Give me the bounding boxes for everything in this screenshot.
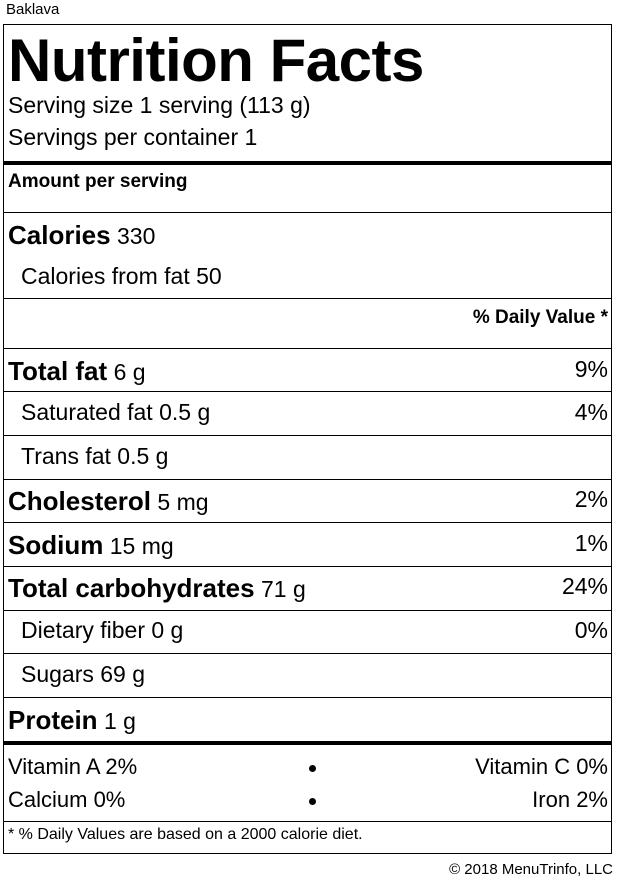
nutrient-dv: 2% xyxy=(574,486,608,512)
calories-value: 330 xyxy=(117,223,156,249)
divider xyxy=(4,298,611,299)
nutrient-amount: 0.5 g xyxy=(117,443,169,469)
nutrient-amount: 1 g xyxy=(103,708,136,734)
serving-size: Serving size 1 serving (113 g) xyxy=(8,92,311,118)
divider xyxy=(4,435,611,436)
nutrient-label: Dietary fiber xyxy=(21,617,145,643)
divider xyxy=(4,821,611,822)
calories-from-fat: Calories from fat 50 xyxy=(21,263,222,289)
nutrient-label: Total carbohydrates xyxy=(8,573,255,603)
nutrient-amount: 71 g xyxy=(260,576,306,602)
amount-per-serving: Amount per serving xyxy=(8,171,188,192)
nutrient-label: Saturated fat xyxy=(21,399,153,425)
bullet-icon xyxy=(309,765,316,772)
vitamin-left: Vitamin A 2% xyxy=(8,754,138,779)
nutrition-label: Nutrition Facts Serving size 1 serving (… xyxy=(3,24,612,854)
nutrient-label: Cholesterol xyxy=(8,486,152,516)
divider xyxy=(4,610,611,611)
nutrient-label: Sugars xyxy=(21,661,94,687)
nutrient-amount: 0.5 g xyxy=(159,399,211,425)
divider xyxy=(4,479,611,480)
copyright: © 2018 MenuTrinfo, LLC xyxy=(449,861,613,878)
nutrient-amount: 6 g xyxy=(113,359,146,385)
label-title: Nutrition Facts xyxy=(8,27,424,94)
nutrient-label: Total fat xyxy=(8,356,108,386)
divider xyxy=(4,697,611,698)
vitamin-right: Vitamin C 0% xyxy=(475,754,608,779)
nutrient-label: Sodium xyxy=(8,530,104,560)
nutrient-amount: 15 mg xyxy=(109,533,174,559)
divider xyxy=(4,348,611,349)
divider xyxy=(4,653,611,654)
nutrient-amount: 0 g xyxy=(151,617,184,643)
bullet-icon xyxy=(309,798,316,805)
daily-value-header: % Daily Value * xyxy=(472,307,608,328)
divider xyxy=(4,741,611,745)
nutrient-dv: 4% xyxy=(574,399,608,425)
nutrient-label: Trans fat xyxy=(21,443,111,469)
footnote: * % Daily Values are based on a 2000 cal… xyxy=(8,826,363,843)
nutrient-dv: 9% xyxy=(574,356,608,382)
servings-per-container: Servings per container 1 xyxy=(8,124,258,150)
nutrient-amount: 69 g xyxy=(100,661,146,687)
divider xyxy=(4,161,611,165)
divider xyxy=(4,212,611,213)
divider xyxy=(4,391,611,392)
divider xyxy=(4,566,611,567)
vitamin-left: Calcium 0% xyxy=(8,787,126,812)
product-name: Baklava xyxy=(6,1,60,18)
calories-label: Calories xyxy=(8,220,111,250)
nutrient-amount: 5 mg xyxy=(157,489,209,515)
nutrient-dv: 0% xyxy=(574,617,608,643)
nutrient-dv: 1% xyxy=(574,530,608,556)
divider xyxy=(4,522,611,523)
nutrient-label: Protein xyxy=(8,705,98,735)
nutrient-dv: 24% xyxy=(561,573,608,599)
vitamin-right: Iron 2% xyxy=(532,787,608,812)
